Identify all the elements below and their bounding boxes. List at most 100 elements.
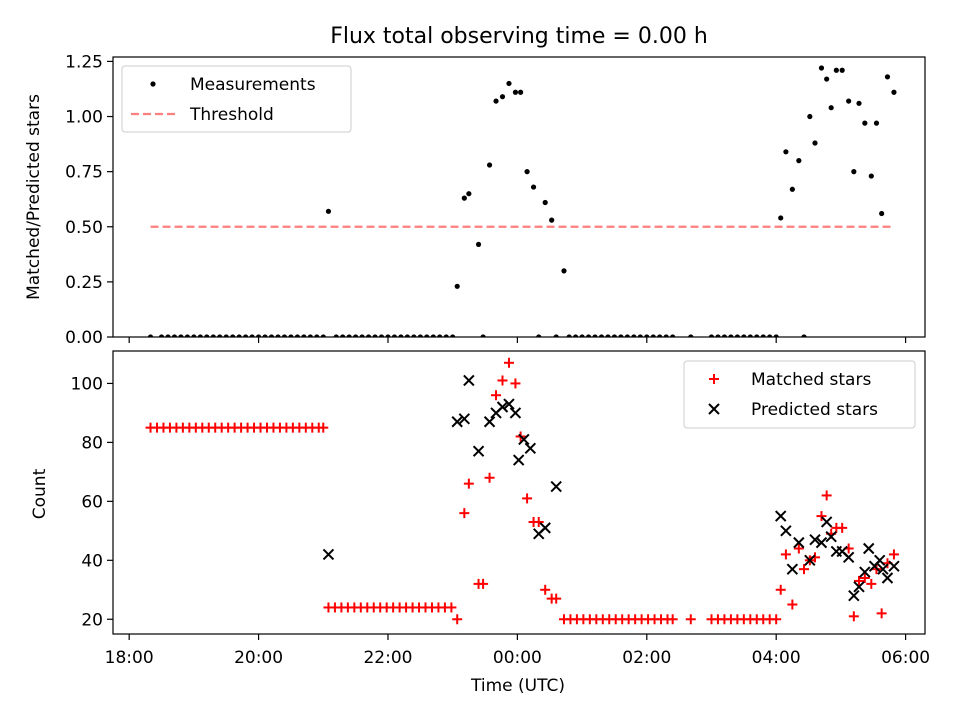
matched-star-point [876,608,887,619]
measurement-point [430,334,436,337]
measurement-point [506,80,512,87]
measurement-point [333,334,339,337]
x-tick-label: 22:00 [363,648,412,668]
matched-star-point [540,584,551,595]
matched-star-point [888,549,899,560]
measurement-point [818,65,825,71]
measurement-point [592,334,598,337]
measurement-point [760,334,766,337]
predicted-star-point [524,442,537,454]
predicted-star-point [509,407,522,419]
measurement-point [741,334,747,337]
predicted-star-point [804,554,816,567]
measurement-point [839,67,845,73]
predicted-star-point [786,563,799,575]
top-plot-area: 0.00 0.25 0.50 0.75 1.00 1.25 Measurements Thre… [65,52,926,348]
measurement-point [450,334,456,337]
measurement-point [891,89,897,95]
matched-star-point [522,493,533,504]
measurement-point [530,184,537,190]
measurement-point [262,334,268,337]
measurement-point [611,334,618,337]
matched-star-point [685,614,696,625]
predicted-star-point [874,554,886,567]
predicted-star-point [877,563,889,575]
matched-star-point [533,516,544,527]
matched-star-point [497,375,508,386]
measurement-point [191,334,197,337]
predicted-star-point [780,525,792,537]
measurement-point [637,334,643,337]
predicted-star-point [463,374,475,387]
top-y-axis-label: Matched/Predicted stars [24,94,44,300]
predicted-star-point [539,522,551,534]
measurement-point [499,94,506,100]
measurement-point [443,334,449,337]
legend-box [121,65,352,133]
matched-star-point [510,378,521,389]
measurement-point [663,334,669,337]
predicted-star-point [512,454,525,466]
measurement-point [536,334,542,337]
measurement-point [461,195,467,201]
x-tick-label: 06:00 [881,648,930,668]
measurement-point [549,217,555,223]
predicted-star-point [820,516,833,528]
y-tick-label: 100 [71,374,103,394]
measurement-point [486,162,493,168]
measurement-point [524,169,530,175]
measurement-point [411,334,417,337]
measurement-point [605,334,611,337]
measurement-point [346,334,352,337]
measurement-point [670,334,676,337]
matched-star-point [799,564,810,575]
y-tick-label: 60 [81,492,103,512]
x-tick-label: 04:00 [752,648,801,668]
measurement-point [688,334,694,337]
measurement-point [417,334,423,337]
measurement-point [566,334,572,337]
predicted-star-point [518,433,530,446]
matched-star-point [503,357,514,368]
predicted-star-point [859,566,871,578]
predicted-star-point [842,551,855,564]
predicted-star-point [550,480,562,493]
matched-star-point [787,599,798,610]
predicted-star-point [848,589,860,602]
measurement-point [437,334,443,337]
x-tick-label: 00:00 [493,648,542,668]
legend-measurement-marker [150,81,156,87]
measurement-point [807,113,813,120]
measurement-point [385,334,391,337]
measurement-point [650,334,656,337]
bottom-plot-area: 20 40 60 80 100 18:00 20:00 22:00 00:00 02:00 04:0… [71,350,930,668]
measurement-point [585,334,592,337]
matched-star-point [848,611,859,622]
measurement-point [728,334,734,337]
measurement-point [754,334,760,337]
axes-frame [112,56,926,338]
measurement-point [340,334,346,337]
bottom-y-axis-label: Count [30,468,50,519]
predicted-star-point [815,536,828,549]
plot-marks [147,65,897,337]
matched-star-point [771,614,782,625]
measurement-point [210,334,216,337]
matched-star-point [484,472,495,483]
measurement-point [879,210,885,217]
matched-star-point [318,422,329,433]
matched-star-point [866,578,877,589]
predicted-star-point [496,401,509,413]
predicted-star-point [881,572,894,584]
measurement-point [851,169,857,175]
x-tick-label: 18:00 [105,648,154,668]
measurement-point [365,334,372,337]
y-tick-label: 1.00 [65,108,103,128]
measurement-point [783,149,789,155]
measurement-point [493,98,499,104]
measurement-point [230,334,236,337]
measurement-point [579,334,585,337]
legend-measurements-label: Measurements [190,75,316,95]
matched-star-point [463,478,474,489]
measurement-point [466,191,472,197]
